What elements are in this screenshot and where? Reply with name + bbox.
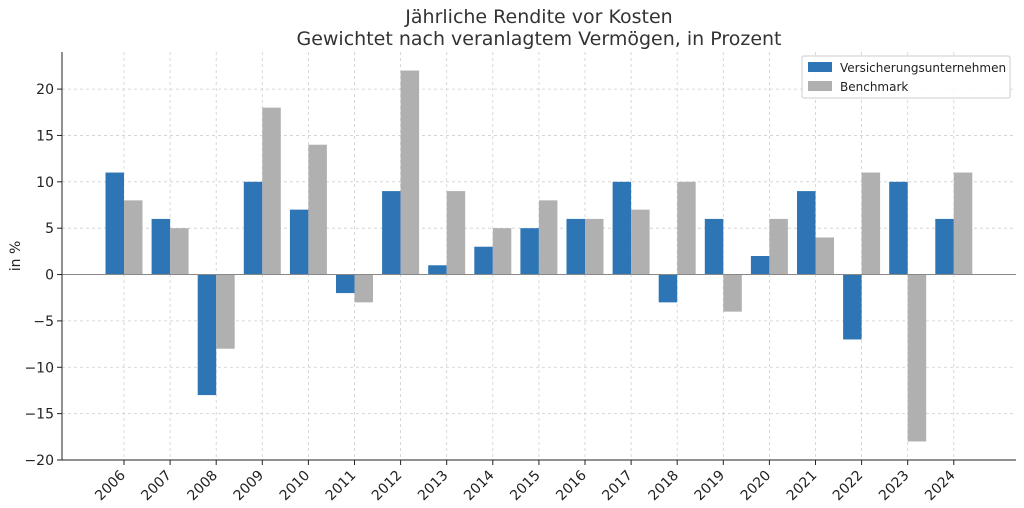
y-axis-label: in % xyxy=(8,241,24,272)
bar-benchmark-2009 xyxy=(262,107,281,275)
legend-swatch-versicherungsunternehmen xyxy=(808,62,832,72)
bar-versicherungsunternehmen-2013 xyxy=(428,265,447,275)
bar-benchmark-2007 xyxy=(170,228,189,275)
y-tick-label: −5 xyxy=(33,314,54,330)
bar-versicherungsunternehmen-2017 xyxy=(612,181,632,275)
x-tick-label: 2019 xyxy=(692,468,729,505)
bar-benchmark-2011 xyxy=(354,274,373,303)
y-tick-label: 5 xyxy=(45,221,54,237)
x-tick-label: 2020 xyxy=(738,468,775,505)
bar-versicherungsunternehmen-2006 xyxy=(105,172,124,275)
bar-benchmark-2012 xyxy=(400,70,420,275)
bar-benchmark-2017 xyxy=(631,209,650,275)
x-tick-label: 2014 xyxy=(461,467,498,504)
bar-versicherungsunternehmen-2019 xyxy=(704,218,724,275)
bar-benchmark-2022 xyxy=(861,172,881,275)
bar-versicherungsunternehmen-2018 xyxy=(658,274,678,303)
bar-benchmark-2021 xyxy=(815,237,834,275)
bar-versicherungsunternehmen-2011 xyxy=(336,274,355,294)
bar-versicherungsunternehmen-2021 xyxy=(797,191,816,275)
bar-versicherungsunternehmen-2012 xyxy=(382,191,401,275)
y-tick-label: 20 xyxy=(36,82,54,98)
bar-versicherungsunternehmen-2015 xyxy=(520,228,539,275)
y-tick-label: −15 xyxy=(24,407,54,423)
bar-versicherungsunternehmen-2016 xyxy=(566,218,585,275)
bar-benchmark-2020 xyxy=(769,218,788,275)
x-tick-label: 2022 xyxy=(830,468,867,505)
x-ticks: 2006 2007 2008 2009 2010 2011 2012 2013 2014 2015… xyxy=(92,460,959,505)
x-tick-label: 2016 xyxy=(553,467,590,504)
x-tick-label: 2017 xyxy=(599,468,636,505)
bar-benchmark-2016 xyxy=(585,218,604,275)
bar-benchmark-2019 xyxy=(723,274,742,312)
bar-versicherungsunternehmen-2010 xyxy=(289,209,309,275)
y-tick-label: 0 xyxy=(45,268,54,284)
x-tick-label: 2006 xyxy=(92,467,129,504)
bar-versicherungsunternehmen-2023 xyxy=(889,181,908,275)
bar-versicherungsunternehmen-2008 xyxy=(197,274,217,396)
x-tick-label: 2024 xyxy=(922,467,959,504)
chart-title: Jährliche Rendite vor Kosten xyxy=(404,6,672,28)
y-tick-label: 15 xyxy=(36,128,54,144)
legend-box xyxy=(801,55,1011,99)
legend: Versicherungsunternehmen Benchmark xyxy=(801,55,1011,99)
x-tick-label: 2009 xyxy=(231,468,268,505)
bar-versicherungsunternehmen-2020 xyxy=(750,256,770,275)
x-tick-label: 2013 xyxy=(415,468,452,505)
bar-benchmark-2015 xyxy=(538,200,558,275)
bar-versicherungsunternehmen-2009 xyxy=(243,181,263,275)
bar-versicherungsunternehmen-2022 xyxy=(843,274,862,340)
bar-benchmark-2024 xyxy=(953,172,973,275)
x-tick-label: 2023 xyxy=(876,468,913,505)
bar-benchmark-2018 xyxy=(677,181,696,275)
bar-benchmark-2013 xyxy=(446,191,466,275)
x-tick-label: 2015 xyxy=(507,468,544,505)
x-tick-label: 2007 xyxy=(138,468,175,505)
bar-benchmark-2008 xyxy=(216,274,235,349)
bar-benchmark-2006 xyxy=(124,200,143,275)
bar-benchmark-2023 xyxy=(907,274,927,442)
y-tick-label: −20 xyxy=(24,453,54,469)
bar-benchmark-2010 xyxy=(308,144,327,275)
x-tick-label: 2018 xyxy=(646,468,683,505)
legend-swatch-benchmark xyxy=(808,81,832,91)
legend-label-versicherungsunternehmen: Versicherungsunternehmen xyxy=(840,61,1006,75)
x-tick-label: 2012 xyxy=(369,468,406,505)
y-ticks: −20 −15 −10 −5 0 5 10 15 20 xyxy=(24,82,62,469)
x-tick-label: 2008 xyxy=(185,468,222,505)
bar-versicherungsunternehmen-2007 xyxy=(151,218,171,275)
y-tick-label: −10 xyxy=(24,360,54,376)
x-tick-label: 2011 xyxy=(323,468,360,505)
y-tick-label: 10 xyxy=(36,175,54,191)
x-tick-label: 2010 xyxy=(277,468,314,505)
bar-versicherungsunternehmen-2014 xyxy=(474,246,493,275)
chart-subtitle: Gewichtet nach veranlagtem Vermögen, in … xyxy=(296,28,781,50)
x-tick-label: 2021 xyxy=(784,468,821,505)
bars xyxy=(105,70,973,442)
bar-benchmark-2014 xyxy=(492,228,512,275)
bar-versicherungsunternehmen-2024 xyxy=(935,218,954,275)
legend-label-benchmark: Benchmark xyxy=(840,80,908,94)
